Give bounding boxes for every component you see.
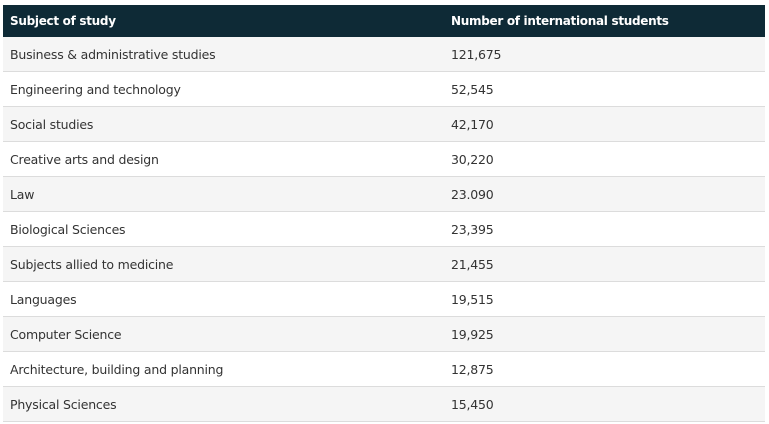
- table-row: Social studies 42,170: [3, 106, 765, 142]
- table-row: Business & administrative studies 121,675: [3, 37, 765, 72]
- subject-cell: Social studies: [3, 106, 444, 142]
- table-row: Architecture, building and planning 12,87…: [3, 351, 765, 387]
- subject-cell: Physical Sciences: [3, 386, 444, 422]
- count-cell: 52,545: [444, 71, 765, 107]
- count-cell: 23.090: [444, 176, 765, 212]
- subject-cell: Biological Sciences: [3, 211, 444, 247]
- subject-cell: Architecture, building and planning: [3, 351, 444, 387]
- table-body: Business & administrative studies 121,675…: [3, 37, 765, 422]
- count-cell: 19,925: [444, 316, 765, 352]
- table-row: Law 23.090: [3, 176, 765, 212]
- subject-cell: Computer Science: [3, 316, 444, 352]
- header-cell: Subject of study: [3, 5, 444, 37]
- table-row: Creative arts and design 30,220: [3, 141, 765, 177]
- subject-cell: Subjects allied to medicine: [3, 246, 444, 282]
- table-row: Computer Science 19,925: [3, 316, 765, 352]
- header-row: Subject of study Number of international …: [3, 5, 765, 37]
- table-row: Subjects allied to medicine 21,455: [3, 246, 765, 282]
- count-cell: 23,395: [444, 211, 765, 247]
- header-cell: Number of international students: [444, 5, 765, 37]
- count-cell: 21,455: [444, 246, 765, 282]
- subject-cell: Languages: [3, 281, 444, 317]
- count-cell: 19,515: [444, 281, 765, 317]
- count-cell: 121,675: [444, 37, 765, 72]
- table-row: Biological Sciences 23,395: [3, 211, 765, 247]
- table-row: Engineering and technology 52,545: [3, 71, 765, 107]
- count-cell: 12,875: [444, 351, 765, 387]
- count-cell: 30,220: [444, 141, 765, 177]
- subject-cell: Creative arts and design: [3, 141, 444, 177]
- count-cell: 15,450: [444, 386, 765, 422]
- subject-cell: Engineering and technology: [3, 71, 444, 107]
- table-container: Subject of study Number of international …: [3, 5, 765, 422]
- data-table: Subject of study Number of international …: [3, 5, 765, 422]
- table-row: Physical Sciences 15,450: [3, 386, 765, 422]
- table-row: Languages 19,515: [3, 281, 765, 317]
- subject-cell: Business & administrative studies: [3, 37, 444, 72]
- subject-cell: Law: [3, 176, 444, 212]
- count-cell: 42,170: [444, 106, 765, 142]
